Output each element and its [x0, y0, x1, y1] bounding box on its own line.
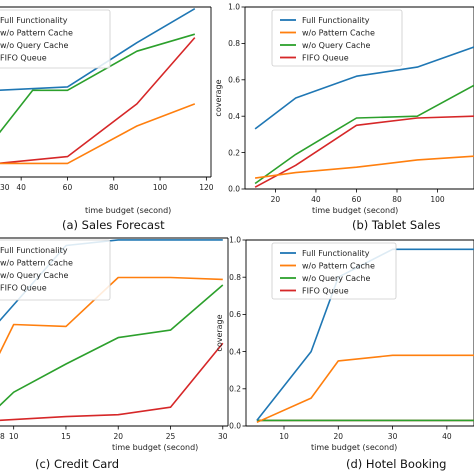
legend: Full Functionality w/o Pattern Cache w/o Q… — [0, 239, 111, 301]
x-axis-label: time budget (second) — [312, 206, 398, 215]
legend-label-query: w/o Query Cache — [0, 41, 68, 50]
legend-label-full: Full Functionality — [0, 246, 68, 255]
series-layer — [254, 46, 474, 188]
x-tick-label: 120 — [199, 183, 214, 192]
y-tick-label: 1.0 — [229, 236, 241, 245]
x-tick-label: 40 — [442, 432, 452, 441]
y-tick-label: 1.0 — [228, 3, 240, 12]
y-axis-label: coverage — [215, 314, 224, 351]
legend-box — [271, 242, 397, 300]
chart-caption: (a) Sales Forecast — [62, 218, 165, 232]
legend-label-full: Full Functionality — [302, 16, 370, 25]
legend: Full Functionality w/o Pattern Cache w/o Q… — [271, 9, 403, 67]
series-line-fifo — [0, 37, 196, 165]
x-tick-label: 80 — [392, 195, 402, 204]
y-axis-label: coverage — [214, 79, 223, 116]
legend-box — [0, 239, 111, 301]
series-line-query — [0, 33, 196, 134]
x-tick-label: 25 — [166, 432, 176, 441]
x-tick-label: 10 — [279, 432, 289, 441]
legend-box — [271, 9, 403, 67]
series-line-query — [254, 84, 474, 185]
y-tick-label: 0.6 — [229, 310, 241, 319]
chart-caption: (d) Hotel Booking — [346, 457, 446, 471]
legend-label-pattern: w/o Pattern Cache — [302, 262, 375, 271]
series-line-pattern — [0, 276, 223, 355]
y-tick-label: 0.2 — [228, 148, 240, 157]
x-axis-label: time budget (second) — [311, 443, 397, 452]
x-tick-label: 20 — [271, 195, 281, 204]
y-tick-label: 0.4 — [229, 347, 241, 356]
x-tick-label: 30 — [388, 432, 398, 441]
legend: Full Functionality w/o Pattern Cache w/o Q… — [0, 9, 111, 69]
series-layer — [0, 239, 224, 422]
series-line-pattern — [0, 103, 196, 165]
x-tick-label: 10 — [9, 432, 19, 441]
legend-label-fifo: FIFO Queue — [302, 287, 349, 296]
legend-label-fifo: FIFO Queue — [0, 284, 47, 293]
x-axis-label: time budget (second) — [112, 443, 198, 452]
series-line-query — [0, 284, 224, 407]
y-tick-label: 0.2 — [229, 385, 241, 394]
chart-caption: (b) Tablet Sales — [352, 218, 440, 232]
legend-label-fifo: FIFO Queue — [302, 54, 349, 63]
x-tick-label-partial: 8 — [0, 432, 5, 441]
chart-panel-0: 40 60 80 100 120 30 time budget (second) Full F… — [0, 6, 214, 232]
x-tick-label: 30 — [218, 432, 228, 441]
legend: Full Functionality w/o Pattern Cache w/o Q… — [271, 242, 397, 300]
x-tick-label: 100 — [153, 183, 168, 192]
legend-label-full: Full Functionality — [302, 249, 370, 258]
x-tick-label: 15 — [61, 432, 71, 441]
series-line-pattern — [256, 354, 474, 424]
chart-caption: (c) Credit Card — [35, 457, 119, 471]
x-tick-label: 60 — [352, 195, 362, 204]
x-tick-label: 20 — [113, 432, 123, 441]
legend-label-query: w/o Query Cache — [0, 271, 68, 280]
series-line-fifo — [254, 115, 474, 188]
legend-label-pattern: w/o Pattern Cache — [302, 29, 375, 38]
series-line-full — [254, 46, 474, 130]
x-axis-label: time budget (second) — [85, 206, 171, 215]
x-tick-label-partial: 30 — [0, 183, 10, 192]
legend-label-query: w/o Query Cache — [302, 41, 370, 50]
chart-panel-3: 10 20 30 40 0.0 0.2 0.4 0.6 0.8 1.0 time budget (s… — [215, 236, 474, 471]
legend-label-pattern: w/o Pattern Cache — [0, 29, 73, 38]
y-tick-label: 0.8 — [228, 39, 240, 48]
series-line-fifo — [0, 342, 224, 422]
chart-panel-2: 10 15 20 25 30 8 time budget (second) Full Func… — [0, 237, 229, 471]
x-tick-label: 80 — [109, 183, 119, 192]
x-tick-label: 60 — [63, 183, 73, 192]
x-tick-label: 20 — [334, 432, 344, 441]
y-tick-label: 0.6 — [228, 76, 240, 85]
series-line-pattern — [254, 155, 474, 179]
y-tick-label: 0.0 — [229, 422, 241, 431]
legend-label-full: Full Functionality — [0, 16, 68, 25]
y-tick-label: 0.8 — [229, 273, 241, 282]
legend-label-query: w/o Query Cache — [302, 274, 370, 283]
legend-label-pattern: w/o Pattern Cache — [0, 259, 73, 268]
chart-panel-1: 20 40 60 80 100 0.0 0.2 0.4 0.6 0.8 1.0 time budget… — [214, 3, 474, 232]
legend-label-fifo: FIFO Queue — [0, 54, 47, 63]
x-tick-label: 100 — [430, 195, 445, 204]
y-tick-label: 0.0 — [228, 185, 240, 194]
x-tick-label: 40 — [16, 183, 26, 192]
legend-box — [0, 9, 111, 69]
x-tick-label: 40 — [311, 195, 321, 204]
y-tick-label: 0.4 — [228, 112, 240, 121]
